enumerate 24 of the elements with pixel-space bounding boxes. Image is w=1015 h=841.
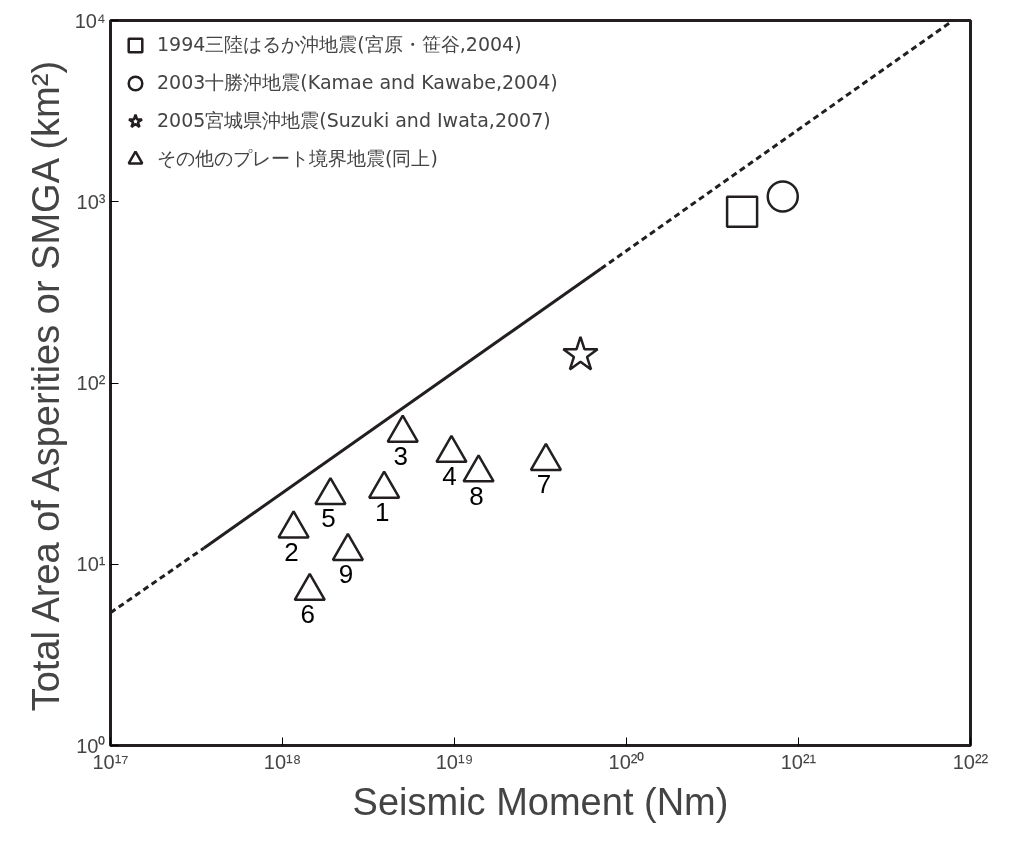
x-tick-label: 10¹⁹ (435, 750, 474, 773)
annotation: 1 (374, 497, 390, 528)
annotation: 9 (338, 559, 354, 590)
legend-label: 2003十勝沖地震(Kamae and Kawabe,2004) (157, 70, 558, 95)
annotation: 6 (300, 599, 315, 630)
annotation: 8 (469, 480, 484, 511)
y-tick-label: 10⁴ (74, 9, 106, 32)
annotation: 7 (536, 469, 552, 500)
legend-label: その他のプレート境界地震(同上) (157, 146, 438, 171)
y-axis-title: Total Area of Asperities or SMGA (km²) (24, 60, 67, 712)
y-tick-label: 10³ (76, 190, 106, 213)
annotation: 5 (321, 503, 336, 534)
x-tick-label: 10²⁰ (608, 750, 645, 773)
x-axis-title: Seismic Moment (Nm) (352, 780, 729, 823)
annotation: 2 (284, 536, 299, 567)
legend-label: 1994三陸はるか沖地震(宮原・笹谷,2004) (157, 32, 522, 57)
legend-label: 2005宮城県沖地震(Suzuki and Iwata,2007) (157, 108, 551, 133)
annotation: 3 (393, 440, 408, 471)
x-tick-label: 10²¹ (780, 750, 817, 773)
y-tick-label: 10² (76, 372, 106, 394)
x-tick-label: 10¹⁸ (263, 750, 302, 773)
annotation: 4 (442, 461, 457, 492)
y-tick-label: 10¹ (76, 553, 106, 576)
x-tick-label: 10²² (952, 750, 989, 773)
